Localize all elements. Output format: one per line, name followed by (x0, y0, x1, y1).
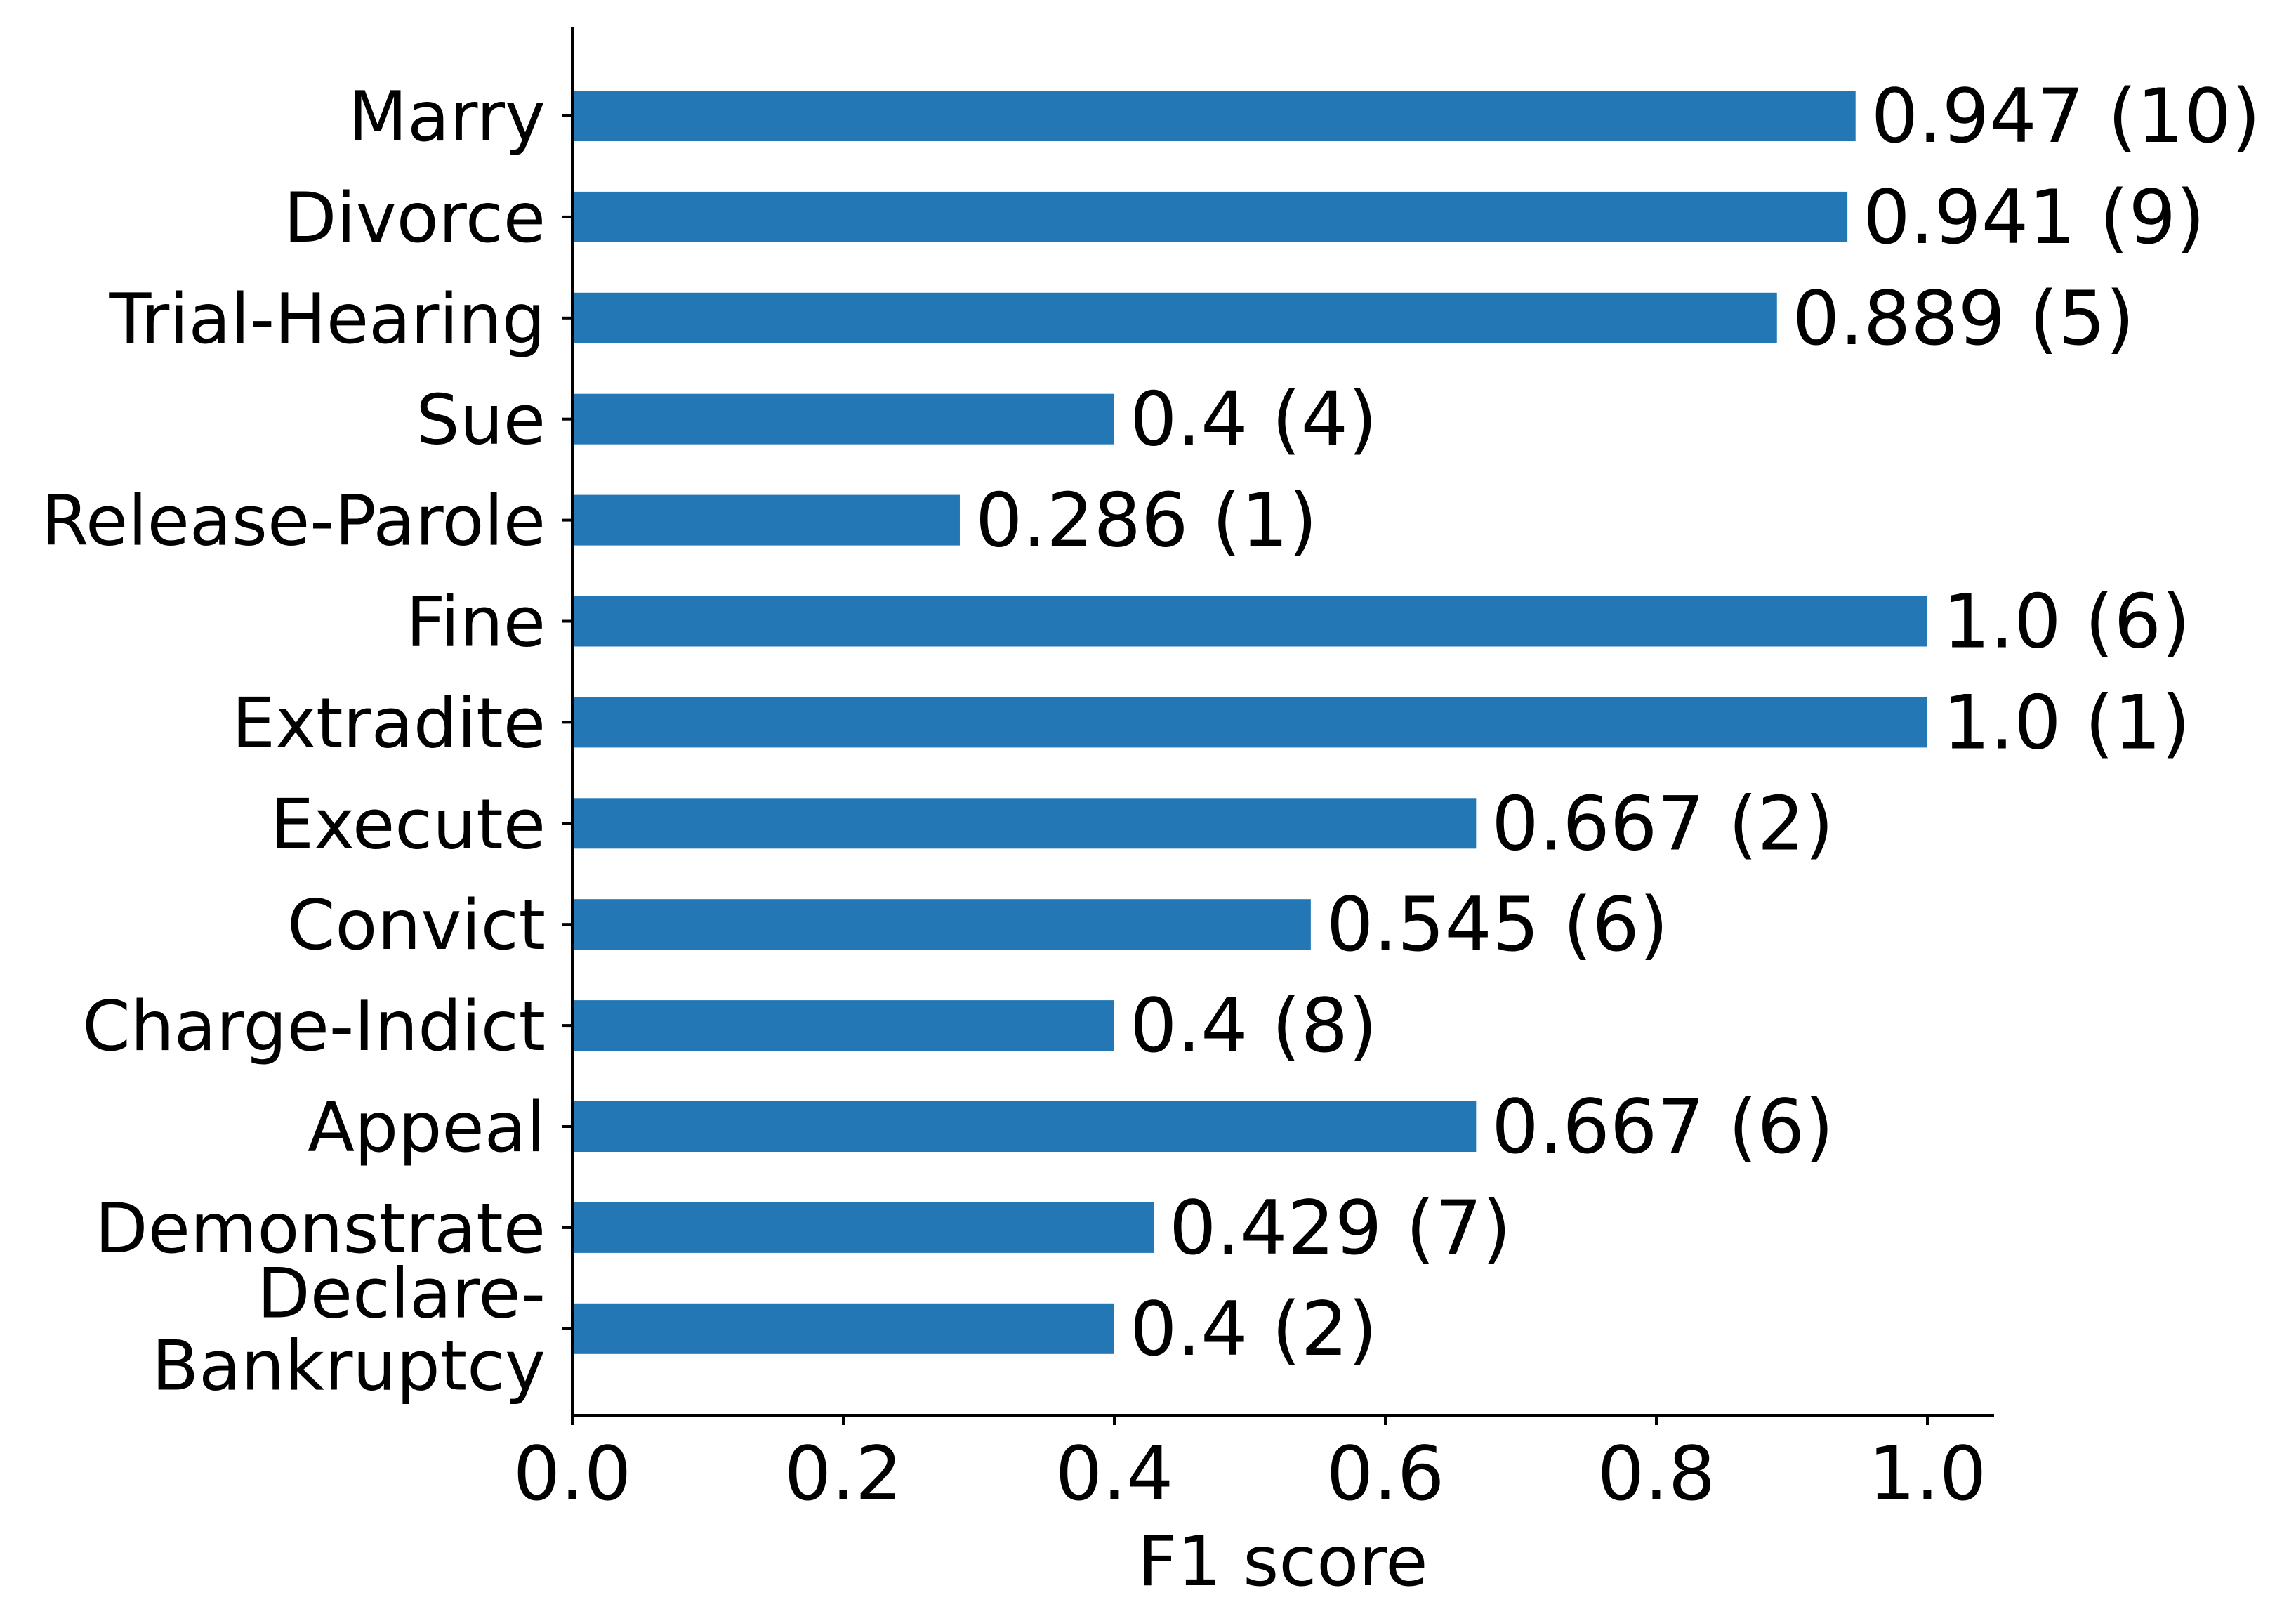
x-tick-label-1.0: 1.0 (1868, 1431, 1987, 1517)
bar-sue (572, 393, 1114, 445)
bar-divorce (572, 191, 1848, 242)
category-label-appeal: Appeal (308, 1088, 546, 1168)
x-axis-title: F1 score (1137, 1522, 1427, 1602)
data-label-charge-indict: 0.4 (8) (1130, 983, 1377, 1069)
category-label-extradite: Extradite (232, 683, 546, 763)
category-label-marry: Marry (348, 77, 546, 157)
category-label-execute: Execute (270, 785, 546, 865)
x-tick-label-0.2: 0.2 (784, 1431, 903, 1517)
category-label-charge-indict: Charge-Indict (82, 987, 546, 1067)
data-labels-layer: 0.947 (10) 0.941 (9) 0.889 (5) 0.4 (4) 0.286… (975, 73, 2260, 1372)
category-labels-layer: Marry Divorce Trial-Hearing Sue Release-Paro… (41, 77, 572, 1406)
data-label-convict: 0.545 (6) (1326, 881, 1668, 968)
category-label-fine: Fine (406, 583, 546, 663)
x-tick-label-0.4: 0.4 (1055, 1431, 1174, 1517)
category-label-sue: Sue (416, 381, 546, 461)
bar-charge-indict (572, 1000, 1114, 1051)
data-label-sue: 0.4 (4) (1130, 376, 1377, 463)
x-tick-label-0.0: 0.0 (513, 1431, 632, 1517)
bar-convict (572, 899, 1311, 950)
data-label-execute: 0.667 (2) (1491, 780, 1833, 867)
data-label-marry: 0.947 (10) (1871, 73, 2261, 159)
category-label-release-parole: Release-Parole (41, 482, 546, 562)
x-tick-label-0.6: 0.6 (1326, 1431, 1445, 1517)
data-label-appeal: 0.667 (6) (1491, 1084, 1833, 1170)
bar-appeal (572, 1101, 1477, 1152)
bar-fine (572, 596, 1927, 647)
category-label-divorce: Divorce (284, 178, 546, 258)
category-label-trial-hearing: Trial-Hearing (109, 280, 546, 360)
data-label-trial-hearing: 0.889 (5) (1793, 275, 2135, 362)
bar-demonstrate (572, 1202, 1154, 1253)
data-label-fine: 1.0 (6) (1943, 579, 2190, 665)
data-label-extradite: 1.0 (1) (1943, 679, 2190, 766)
data-label-release-parole: 0.286 (1) (975, 478, 1317, 564)
data-label-divorce: 0.941 (9) (1863, 174, 2205, 261)
category-label-declare-bankruptcy: Declare-Bankruptcy (152, 1254, 546, 1406)
category-label-convict: Convict (287, 886, 546, 966)
bar-trial-hearing (572, 292, 1777, 343)
bar-extradite (572, 697, 1927, 748)
bar-declare-bankruptcy (572, 1303, 1114, 1354)
data-label-demonstrate: 0.429 (7) (1169, 1185, 1511, 1271)
data-label-declare-bankruptcy: 0.4 (2) (1130, 1286, 1377, 1372)
x-tick-label-0.8: 0.8 (1597, 1431, 1716, 1517)
bar-marry (572, 91, 1856, 141)
x-axis: 0.0 0.2 0.4 0.6 0.8 1.0 (513, 1415, 1987, 1517)
bar-release-parole (572, 494, 960, 546)
bars-layer (572, 91, 1927, 1354)
category-label-demonstrate: Demonstrate (95, 1189, 546, 1269)
bar-execute (572, 798, 1477, 849)
